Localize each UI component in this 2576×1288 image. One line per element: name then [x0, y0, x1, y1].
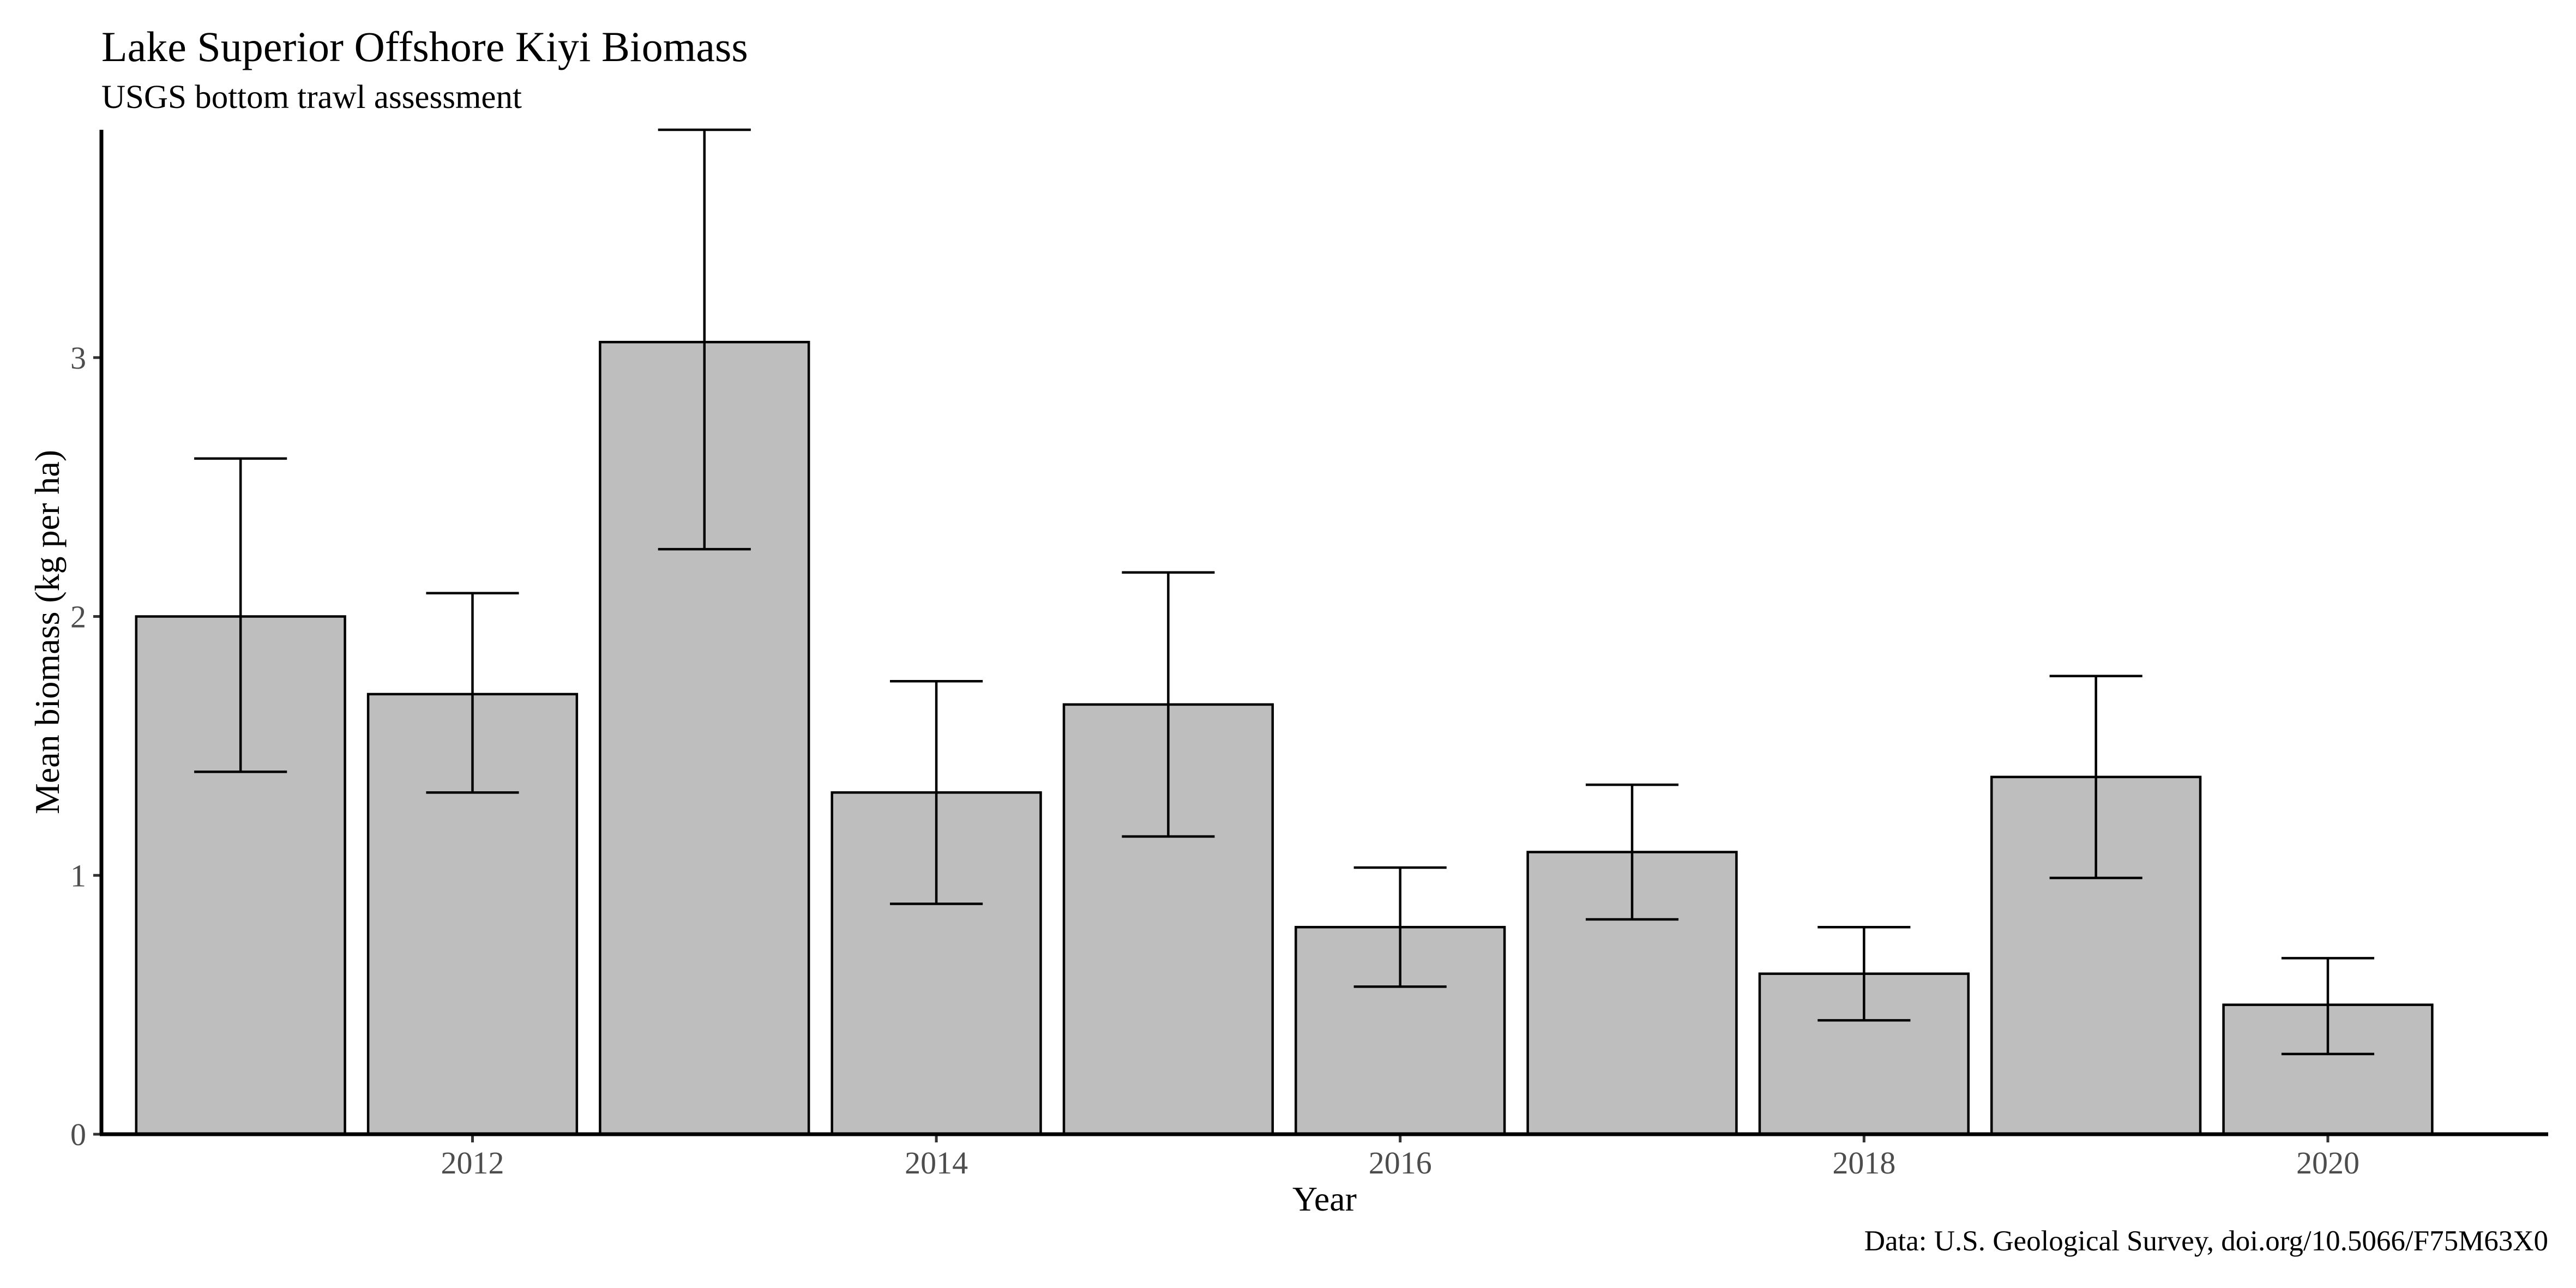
error-bar-2012: [426, 592, 519, 794]
x-tick-label: 2014: [905, 1145, 968, 1181]
chart-title: Lake Superior Offshore Kiyi Biomass: [101, 23, 748, 70]
y-tick-label: 1: [70, 858, 86, 893]
x-tick-label: 2012: [441, 1145, 504, 1181]
error-bar-2015: [1122, 571, 1215, 838]
plot-area: 0 1 2 3 2012 2014 2016 2018 2020: [70, 128, 2434, 1181]
error-bar-2017: [1585, 783, 1679, 921]
y-axis-title: Mean biomass (kg per ha): [28, 450, 67, 814]
x-tick-label: 2016: [1369, 1145, 1432, 1181]
y-tick-label: 3: [70, 340, 86, 376]
error-bar-2011: [194, 457, 287, 773]
error-bar-2014: [890, 679, 983, 905]
y-tick-label: 2: [70, 599, 86, 635]
error-bar-2018: [1817, 925, 1911, 1022]
error-bar-2019: [2049, 675, 2142, 880]
x-tick-label: 2018: [1832, 1145, 1895, 1181]
error-bar-2020: [2281, 956, 2375, 1056]
chart-subtitle: USGS bottom trawl assessment: [101, 79, 522, 116]
chart-caption: Data: U.S. Geological Survey, doi.org/10…: [1864, 1225, 2548, 1257]
x-axis-title: Year: [1292, 1179, 1357, 1218]
error-bar-2016: [1353, 866, 1447, 988]
y-tick-label: 0: [70, 1117, 86, 1152]
x-tick-label: 2020: [2296, 1145, 2360, 1181]
error-bar-2013: [658, 128, 751, 551]
